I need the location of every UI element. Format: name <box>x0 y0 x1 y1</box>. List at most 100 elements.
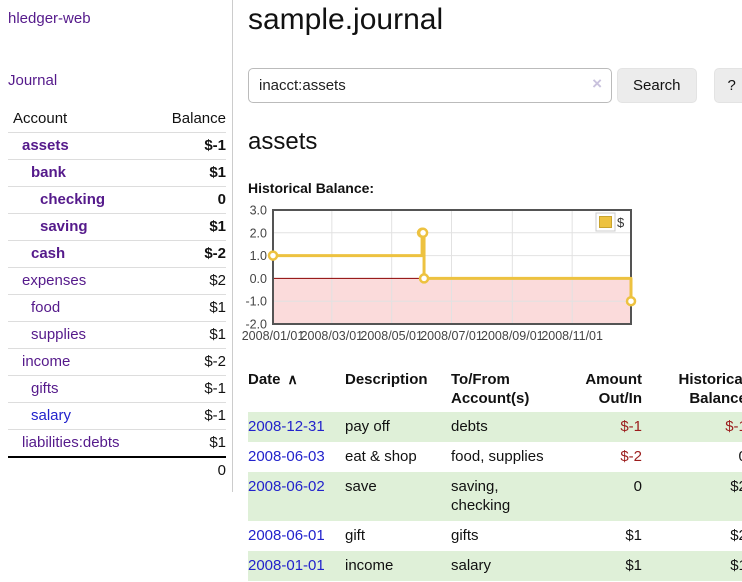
sidebar-account-link[interactable]: income <box>22 353 71 370</box>
search-input[interactable] <box>248 68 612 103</box>
svg-text:2008/05/01: 2008/05/01 <box>360 329 423 343</box>
account-row: supplies $1 <box>8 321 226 349</box>
transaction-balance: 0 <box>645 442 742 472</box>
account-row: food $1 <box>8 294 226 322</box>
account-balance: $-1 <box>150 402 226 430</box>
transaction-balance: $2 <box>730 527 742 544</box>
account-balance: $1 <box>150 159 226 187</box>
accounts-header-balance: Balance <box>171 110 226 127</box>
account-balance: $2 <box>150 267 226 295</box>
transaction-accounts: gifts <box>451 527 479 544</box>
account-row: liabilities:debts $1 <box>8 429 226 457</box>
transaction-row: 2008-06-01 gift gifts $1 $2 <box>248 521 742 551</box>
svg-text:$: $ <box>617 215 625 230</box>
register-rows: 2008-12-31 pay off debts $-1 $-1 2008-06-03 ea… <box>248 412 742 581</box>
transaction-amount: $1 <box>625 557 642 574</box>
account-balance: $1 <box>150 213 226 241</box>
svg-text:2008/03/01: 2008/03/01 <box>301 329 364 343</box>
transaction-row: 2008-01-01 income salary $1 $1 <box>248 551 742 581</box>
transaction-description: eat & shop <box>345 448 417 465</box>
help-button[interactable]: ? <box>713 68 742 103</box>
svg-text:1.0: 1.0 <box>250 249 267 263</box>
register-header-date[interactable]: Date ∧ <box>248 371 298 388</box>
sidebar-account-link[interactable]: assets <box>22 137 69 154</box>
transaction-balance: $-1 <box>725 418 742 435</box>
transaction-date-link[interactable]: 2008-06-03 <box>248 448 325 465</box>
sidebar-item-journal[interactable]: Journal <box>8 72 58 89</box>
sidebar-account-link[interactable]: salary <box>31 407 72 424</box>
transaction-date-link[interactable]: 2008-06-01 <box>248 527 325 544</box>
account-row: expenses $2 <box>8 267 226 295</box>
accounts-header-row: Account Balance <box>8 106 226 133</box>
clear-search-icon[interactable]: × <box>592 74 602 93</box>
transaction-balance: $1 <box>730 557 742 574</box>
svg-text:-2.0: -2.0 <box>245 318 267 332</box>
register-header-balance: Historical Balance <box>678 371 742 407</box>
accounts-header-account: Account <box>13 110 68 127</box>
account-row: gifts $-1 <box>8 375 226 403</box>
transaction-amount: 0 <box>633 478 642 495</box>
transaction-row: 2008-12-31 pay off debts $-1 $-1 <box>248 412 742 442</box>
account-row: bank $1 <box>8 159 226 187</box>
account-balance: $1 <box>150 429 226 457</box>
search-button[interactable]: Search <box>617 68 697 103</box>
transaction-date-link[interactable]: 2008-12-31 <box>248 418 325 435</box>
account-balance: $1 <box>150 321 226 349</box>
search-bar: × Search ? <box>248 68 742 103</box>
account-balance: $-1 <box>150 132 226 160</box>
sidebar-account-link[interactable]: expenses <box>22 272 87 289</box>
account-row: cash $-2 <box>8 240 226 268</box>
register-table: Date ∧ Description To/From Account(s) Amo… <box>248 369 742 581</box>
account-row: assets $-1 <box>8 132 226 160</box>
account-heading: assets <box>248 128 318 155</box>
transaction-date-link[interactable]: 2008-06-02 <box>248 478 325 495</box>
transaction-description: save <box>345 478 377 495</box>
register-header-accounts: To/From Account(s) <box>451 371 530 407</box>
svg-text:2008/09/01: 2008/09/01 <box>481 329 544 343</box>
transaction-date-link[interactable]: 2008-01-01 <box>248 557 325 574</box>
account-balance: 0 <box>150 186 226 214</box>
svg-text:-1.0: -1.0 <box>245 295 267 309</box>
chart-title: Historical Balance: <box>248 180 375 196</box>
sidebar-account-link[interactable]: saving <box>40 218 88 235</box>
account-row: saving $1 <box>8 213 226 241</box>
sidebar-account-link[interactable]: cash <box>31 245 66 262</box>
transaction-accounts: saving, checking <box>451 478 511 514</box>
accounts-table: Account Balance assets $-1 bank $1 checking 0… <box>8 106 226 484</box>
transaction-amount: $-2 <box>620 448 642 465</box>
register-header-amount: Amount Out/In <box>585 371 642 407</box>
search-box: × <box>248 68 612 103</box>
sidebar-account-link[interactable]: bank <box>31 164 67 181</box>
transaction-accounts: food, supplies <box>451 448 544 465</box>
sort-ascending-icon: ∧ <box>287 371 298 387</box>
svg-text:2008/01/01: 2008/01/01 <box>242 329 305 343</box>
sidebar-account-link[interactable]: gifts <box>31 380 59 397</box>
app-title-link[interactable]: hledger-web <box>8 10 91 27</box>
account-balance: $-2 <box>150 348 226 376</box>
transaction-row: 2008-06-03 eat & shop food, supplies $-20 <box>248 442 742 472</box>
transaction-description: gift <box>345 527 366 544</box>
sidebar: hledger-web Journal Account Balance asse… <box>0 0 233 492</box>
transaction-description: income <box>345 557 394 574</box>
transaction-amount: $1 <box>625 527 642 544</box>
accounts-rows: assets $-1 bank $1 checking 0 saving $1 cash $-2 e… <box>8 132 226 457</box>
sidebar-account-link[interactable]: supplies <box>31 326 87 343</box>
transaction-row: 2008-06-02 save saving, checking 0 $2 <box>248 472 742 521</box>
register-header: Date ∧ Description To/From Account(s) Amo… <box>248 369 742 412</box>
accounts-total-row: 0 <box>8 456 226 484</box>
svg-text:2008/07/01: 2008/07/01 <box>420 329 483 343</box>
account-balance: $1 <box>150 294 226 322</box>
account-row: checking 0 <box>8 186 226 214</box>
page-title: sample.journal <box>248 3 444 36</box>
sidebar-account-link[interactable]: checking <box>40 191 106 208</box>
svg-text:2008/11/01: 2008/11/01 <box>541 329 603 343</box>
sidebar-account-link[interactable]: food <box>31 299 61 316</box>
transaction-amount: $-1 <box>620 418 642 435</box>
sidebar-account-link[interactable]: liabilities:debts <box>22 434 120 451</box>
transaction-balance: $2 <box>730 478 742 495</box>
transaction-description: pay off <box>345 418 390 435</box>
transaction-accounts: debts <box>451 418 488 435</box>
register-header-description: Description <box>345 371 428 388</box>
account-balance: $-1 <box>150 375 226 403</box>
